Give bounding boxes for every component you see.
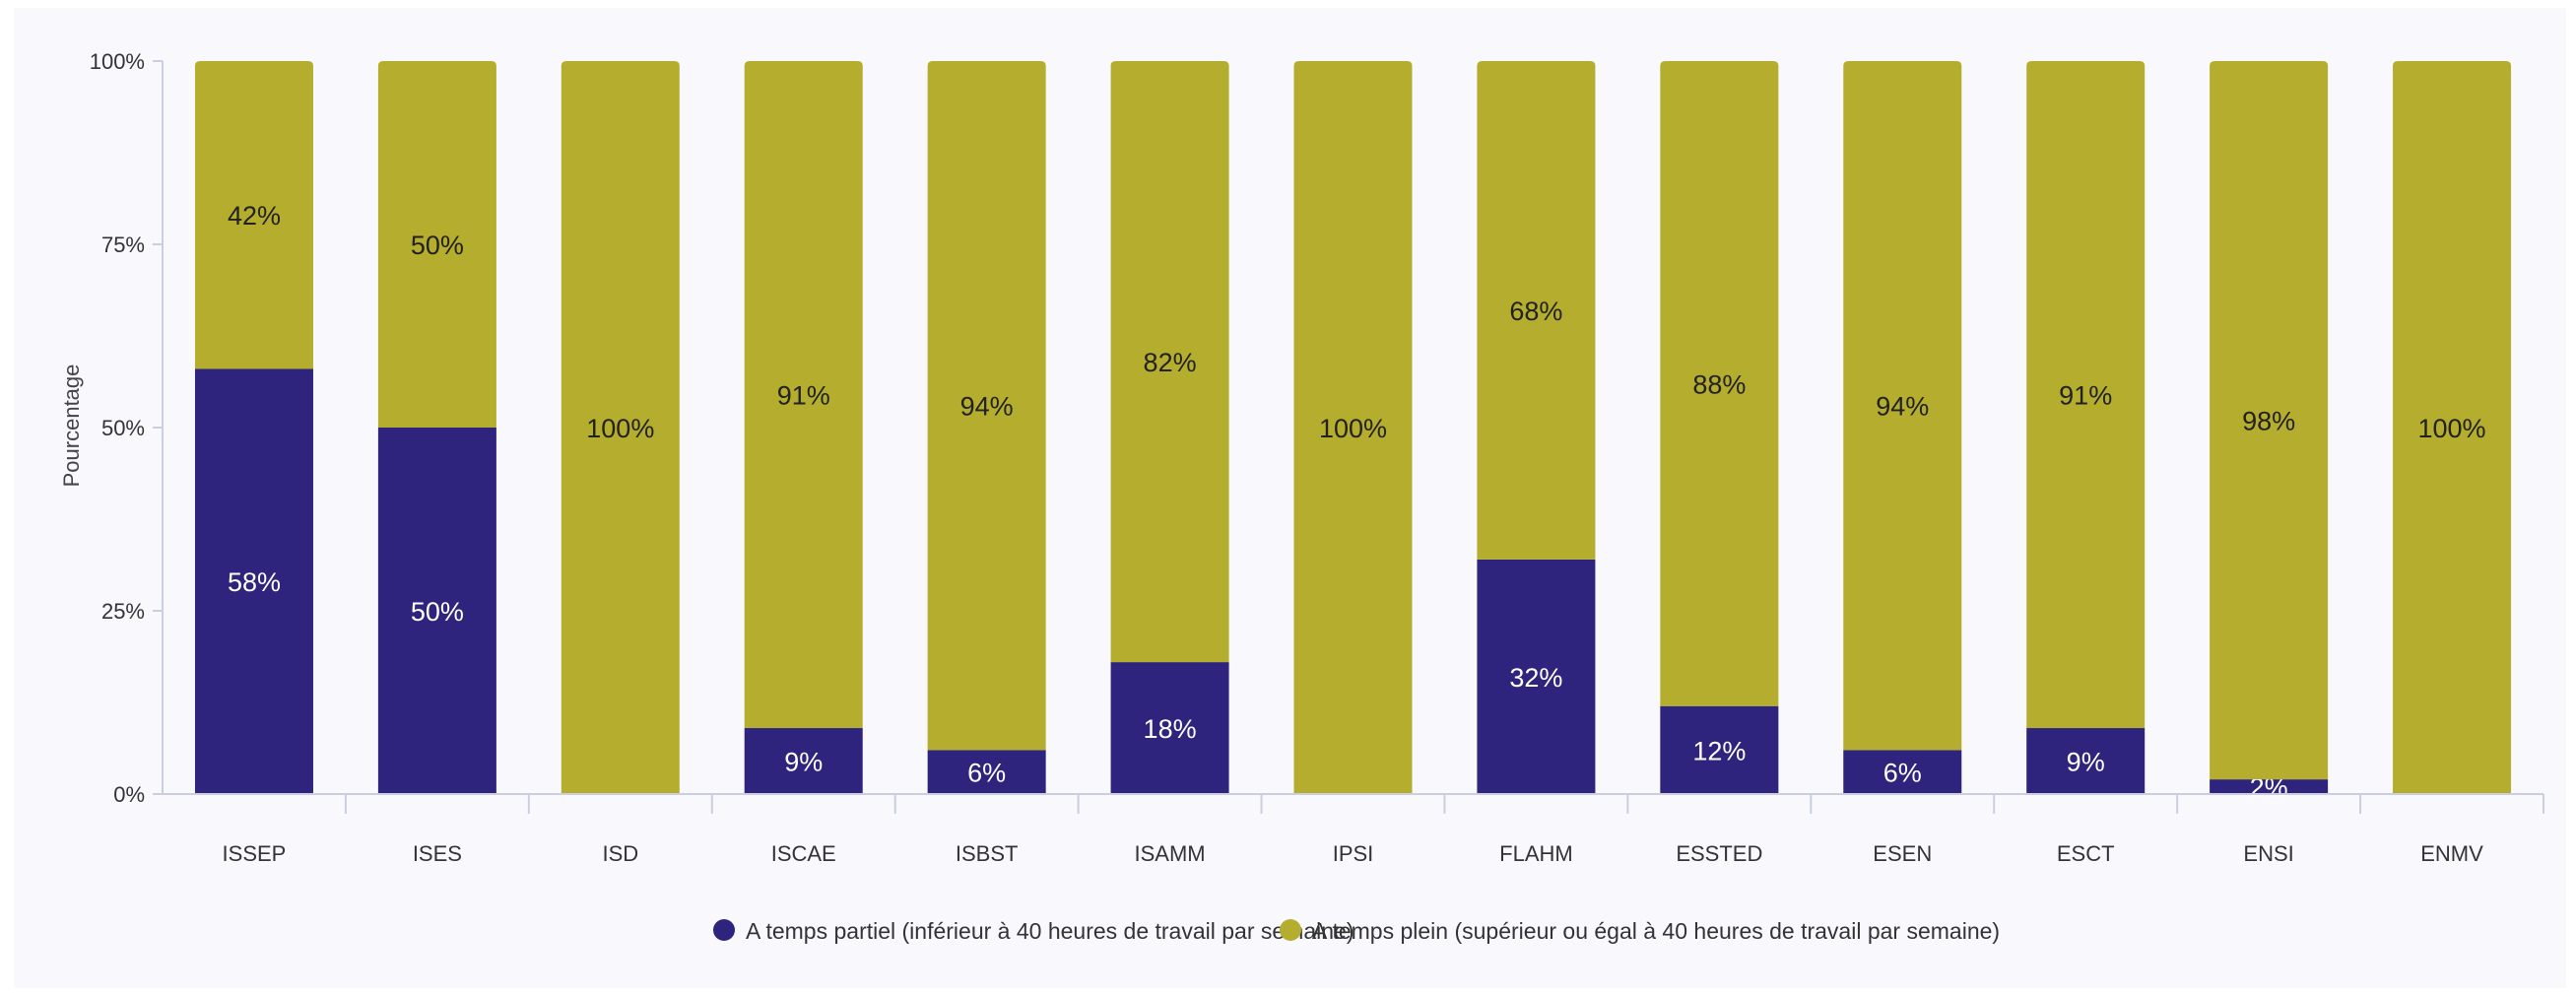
bar-segment[interactable] — [744, 728, 863, 794]
x-tick-label: ISAMM — [1135, 841, 1206, 866]
data-label: 88% — [1692, 369, 1746, 399]
x-tick-label: FLAHM — [1499, 841, 1573, 866]
bar-segment[interactable] — [2393, 61, 2512, 794]
bar-stack[interactable]: 100% — [561, 61, 680, 794]
data-label: 9% — [784, 748, 823, 777]
data-label: 98% — [2242, 407, 2295, 436]
x-tick-label: ENSI — [2243, 841, 2293, 866]
data-label: 100% — [2418, 414, 2486, 443]
x-tick-label: ESSTED — [1676, 841, 1762, 866]
data-label: 6% — [967, 759, 1006, 788]
y-tick-label: 100% — [90, 49, 145, 74]
bar-segment[interactable] — [1110, 61, 1229, 663]
y-tick-label: 50% — [101, 416, 145, 440]
y-tick-label: 75% — [101, 232, 145, 257]
data-label: 91% — [2059, 381, 2112, 411]
legend: A temps partiel (inférieur à 40 heures d… — [713, 918, 2000, 944]
data-label: 94% — [960, 392, 1014, 422]
x-tick-label: IPSI — [1333, 841, 1374, 866]
legend-marker — [1280, 919, 1301, 941]
data-label: 58% — [228, 567, 281, 597]
bar-stack[interactable]: 100% — [2393, 61, 2512, 794]
y-axis: 0% 25% 50% 75% 100% — [90, 49, 164, 807]
bar-segment[interactable] — [1293, 61, 1413, 794]
bar-stack[interactable]: 32% 68% — [1477, 61, 1596, 794]
x-tick-label: ESEN — [1873, 841, 1932, 866]
legend-item[interactable]: A temps plein (supérieur ou égal à 40 he… — [1280, 918, 2000, 944]
bar-segment[interactable] — [2210, 61, 2329, 780]
data-label: 9% — [2067, 748, 2105, 777]
x-tick-label: ISES — [413, 841, 462, 866]
bars-group: 58% 42% 50% 50% 100% 9% 91% 6% 94% 18% 82% 100% 32% 6… — [194, 61, 2512, 803]
bar-segment[interactable] — [561, 61, 680, 794]
bar-segment[interactable] — [377, 61, 496, 428]
y-tick-label: 25% — [101, 599, 145, 624]
data-label: 18% — [1144, 714, 1197, 744]
bar-stack[interactable]: 9% 91% — [744, 61, 863, 794]
x-tick-label: ESCT — [2057, 841, 2115, 866]
bar-segment[interactable] — [1843, 750, 1962, 794]
x-tick-label: ISSEP — [223, 841, 287, 866]
data-label: 42% — [228, 201, 281, 231]
data-label: 6% — [1883, 759, 1922, 788]
bar-segment[interactable] — [2210, 779, 2329, 794]
data-label: 50% — [411, 597, 464, 627]
bar-segment[interactable] — [744, 61, 863, 729]
x-tick-label: ISCAE — [771, 841, 836, 866]
legend-marker — [713, 919, 735, 941]
bar-stack[interactable]: 12% 88% — [1660, 61, 1779, 794]
y-tick-label: 0% — [113, 782, 145, 807]
bar-segment[interactable] — [927, 750, 1046, 794]
bar-segment[interactable] — [1660, 61, 1779, 706]
bar-segment[interactable] — [194, 61, 313, 369]
y-axis-title: Pourcentage — [59, 365, 84, 488]
bar-segment[interactable] — [2026, 728, 2146, 794]
data-label: 50% — [411, 231, 464, 260]
bar-segment[interactable] — [1660, 705, 1779, 794]
bar-segment[interactable] — [2026, 61, 2146, 729]
bar-stack[interactable]: 58% 42% — [194, 61, 313, 794]
x-tick-label: ISD — [602, 841, 638, 866]
x-tick-label: ISBST — [956, 841, 1019, 866]
data-label: 100% — [1319, 414, 1387, 443]
bar-stack[interactable]: 50% 50% — [377, 61, 496, 794]
data-label: 82% — [1144, 348, 1197, 377]
x-axis: ISSEP ISES ISD ISCAE ISBST ISAMM IPSI FLAHM ESST… — [163, 793, 2544, 866]
bar-stack[interactable]: 2%98% — [2210, 61, 2329, 803]
bar-segment[interactable] — [1843, 61, 1962, 751]
data-label: 100% — [586, 414, 654, 443]
bar-stack[interactable]: 18% 82% — [1110, 61, 1229, 794]
bar-stack[interactable]: 100% — [1293, 61, 1413, 794]
bar-stack[interactable]: 6% 94% — [1843, 61, 1962, 794]
bar-segment[interactable] — [1477, 61, 1596, 560]
bar-stack[interactable]: 6% 94% — [927, 61, 1046, 794]
legend-item[interactable]: A temps partiel (inférieur à 40 heures d… — [713, 918, 1354, 944]
bar-segment[interactable] — [1110, 662, 1229, 794]
data-label: 12% — [1692, 736, 1746, 765]
data-label: 91% — [777, 381, 830, 411]
legend-label: A temps partiel (inférieur à 40 heures d… — [746, 918, 1354, 944]
x-tick-label: ENMV — [2420, 841, 2483, 866]
bar-segment[interactable] — [377, 428, 496, 794]
bar-segment[interactable] — [927, 61, 1046, 751]
data-label: 32% — [1509, 663, 1562, 693]
bar-stack[interactable]: 9% 91% — [2026, 61, 2146, 794]
data-label: 68% — [1509, 297, 1562, 326]
bar-segment[interactable] — [1477, 559, 1596, 794]
bar-segment[interactable] — [194, 368, 313, 794]
data-label: 94% — [1876, 392, 1929, 422]
legend-label: A temps plein (supérieur ou égal à 40 he… — [1312, 918, 2000, 944]
